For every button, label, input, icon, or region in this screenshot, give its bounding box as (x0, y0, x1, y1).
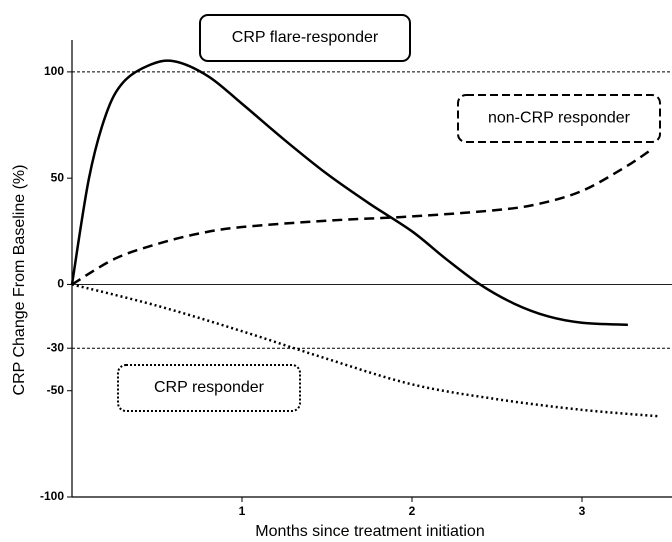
x-tick-label: 1 (239, 504, 246, 518)
y-tick-label: -30 (47, 340, 65, 354)
series-label: CRP responder (154, 379, 265, 396)
y-tick-label: 0 (57, 277, 64, 291)
series-line (71, 283, 659, 418)
series-line (70, 59, 628, 327)
y-tick-label: 100 (44, 64, 64, 78)
series-line (71, 149, 651, 286)
series-label: non-CRP responder (488, 110, 631, 127)
x-tick-label: 3 (579, 504, 586, 518)
x-axis-label: Months since treatment initiation (255, 523, 484, 540)
y-axis-label: CRP Change From Baseline (%) (11, 165, 28, 396)
series-label-box (199, 14, 411, 62)
series-label-box (117, 364, 301, 412)
series-label: CRP flare-responder (232, 29, 379, 46)
y-tick-label: 50 (51, 170, 65, 184)
y-tick-label: -50 (47, 383, 65, 397)
y-tick-label: -100 (40, 489, 64, 503)
series-label-box (457, 94, 661, 143)
x-tick-label: 2 (409, 504, 416, 518)
